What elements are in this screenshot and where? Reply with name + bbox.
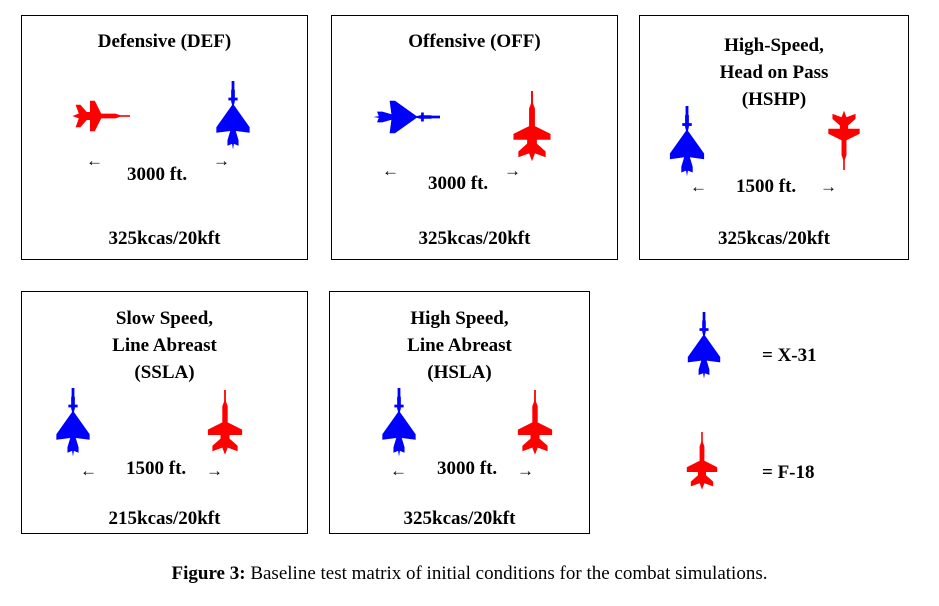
caption-label: Figure 3:	[171, 563, 246, 584]
arrow-left-icon: ←	[690, 177, 707, 196]
distance-label: 3000 ft.	[437, 458, 498, 479]
distance-label: 3000 ft.	[428, 173, 489, 194]
panel-hsla: High Speed, Line Abreast (HSLA) ← 3000 f…	[329, 291, 590, 534]
arrow-right-icon: →	[820, 177, 837, 196]
panel-title: High-Speed, Head on Pass (HSHP)	[719, 35, 829, 110]
f18-jet-icon	[72, 100, 130, 132]
arrow-right-icon: →	[504, 161, 521, 180]
panel-title: Slow Speed, Line Abreast (SSLA)	[112, 308, 217, 383]
x31-jet-icon	[216, 81, 250, 150]
arrow-left-icon: ←	[80, 461, 97, 480]
arrow-right-icon: →	[206, 461, 223, 480]
f18-jet-icon	[828, 110, 860, 170]
panel-title: Defensive (DEF)	[97, 31, 232, 52]
arrow-left-icon: ←	[382, 161, 399, 180]
arrow-right-icon: →	[517, 461, 534, 480]
figure-caption: Figure 3: Baseline test matrix of initia…	[0, 563, 939, 585]
distance-label: 1500 ft.	[126, 458, 187, 479]
x31-jet-icon	[687, 312, 721, 379]
condition-label: 325kcas/20kft	[403, 508, 516, 529]
x31-jet-icon	[382, 388, 416, 457]
legend-label-x31: = X-31	[762, 345, 817, 366]
condition-label: 215kcas/20kft	[108, 508, 221, 529]
panel-ssla: Slow Speed, Line Abreast (SSLA) ← 1500 f…	[21, 291, 308, 534]
condition-label: 325kcas/20kft	[718, 228, 830, 249]
f18-jet-icon	[207, 390, 243, 455]
panel-title: Offensive (OFF)	[408, 31, 541, 52]
f18-jet-icon	[513, 91, 551, 162]
panel-hshp: High-Speed, Head on Pass (HSHP) ← 1500 f…	[639, 15, 909, 260]
x31-jet-icon	[373, 100, 440, 134]
f18-jet-icon	[686, 432, 718, 490]
distance-label: 1500 ft.	[736, 176, 797, 197]
arrow-left-icon: ←	[86, 151, 103, 170]
distance-label: 3000 ft.	[127, 164, 188, 185]
f18-jet-icon	[517, 390, 553, 455]
condition-label: 325kcas/20kft	[108, 228, 221, 249]
x31-jet-icon	[56, 388, 90, 457]
arrow-right-icon: →	[213, 151, 230, 170]
caption-text: Baseline test matrix of initial conditio…	[245, 563, 768, 584]
arrow-left-icon: ←	[390, 461, 407, 480]
panel-off: Offensive (OFF) ← → 3000 ft. 325kcas/20k…	[331, 15, 618, 260]
panel-title: High Speed, Line Abreast (HSLA)	[407, 308, 512, 383]
panel-def: Defensive (DEF) ← → 3000 ft. 325kcas/20k…	[21, 15, 308, 260]
x31-jet-icon	[669, 106, 705, 177]
legend-label-f18: = F-18	[762, 462, 815, 483]
condition-label: 325kcas/20kft	[418, 228, 531, 249]
